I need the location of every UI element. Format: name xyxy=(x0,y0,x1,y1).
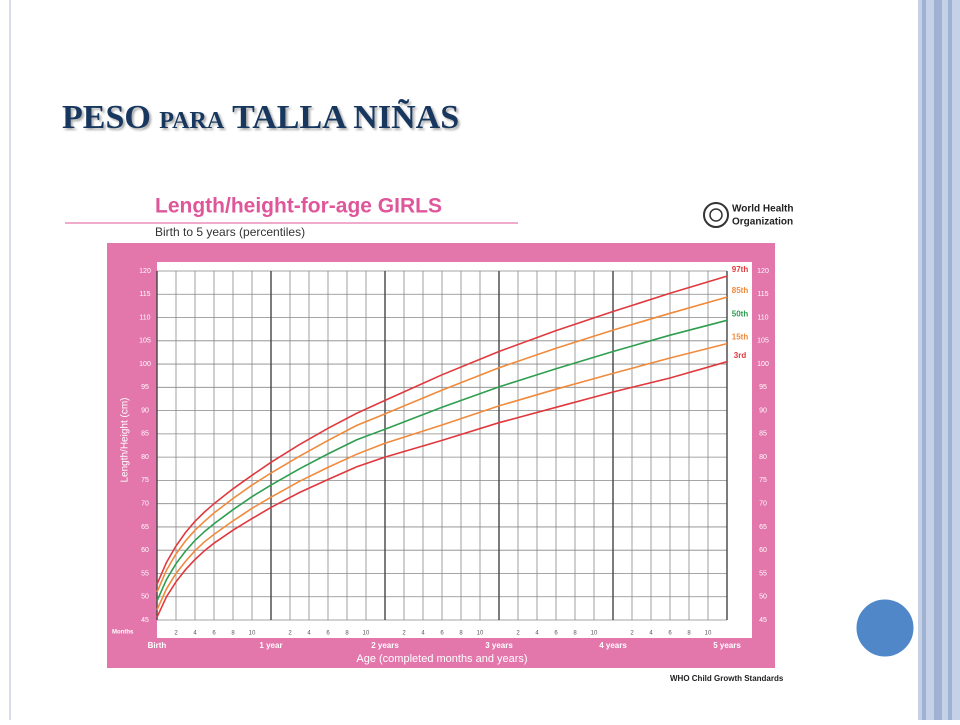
y-tick-label-right: 90 xyxy=(759,407,767,414)
y-tick-label: 80 xyxy=(141,454,149,461)
x-minor-tick-label: 6 xyxy=(554,631,558,637)
percentile-line xyxy=(156,296,728,593)
y-tick-label-right: 50 xyxy=(759,594,767,601)
x-minor-tick-label: 4 xyxy=(307,631,311,637)
chart-title: Length/height-for-age GIRLS xyxy=(155,195,442,218)
x-tick-label: 2 years xyxy=(371,641,399,650)
percentile-line xyxy=(156,319,728,602)
y-tick-label: 85 xyxy=(141,431,149,438)
who-logo xyxy=(709,208,723,222)
y-tick-label-right: 85 xyxy=(759,431,767,438)
y-tick-label: 90 xyxy=(141,407,149,414)
x-minor-tick-label: 6 xyxy=(326,631,330,637)
y-tick-label: 50 xyxy=(141,594,149,601)
x-minor-tick-label: 2 xyxy=(630,631,634,637)
x-minor-tick-label: 10 xyxy=(477,631,484,637)
x-minor-tick-label: 10 xyxy=(591,631,598,637)
y-tick-label-right: 115 xyxy=(757,291,768,298)
slide-dot xyxy=(853,596,917,660)
y-tick-label-right: 60 xyxy=(759,547,767,554)
series-label: 50th xyxy=(732,309,749,318)
y-tick-label: 70 xyxy=(141,501,149,508)
y-tick-label-right: 55 xyxy=(759,570,767,577)
series-label: 85th xyxy=(732,286,749,295)
plot: 45 45 50 50 55 55 60 60 65 65 70 70 75 75 80 80 85 85 90 90… xyxy=(139,265,769,650)
y-tick-label: 105 xyxy=(139,338,151,345)
x-minor-tick-label: 2 xyxy=(288,631,292,637)
y-tick-label-right: 45 xyxy=(759,617,767,624)
series-label: 3rd xyxy=(734,351,747,360)
y-tick-label: 110 xyxy=(139,314,150,321)
percentile-line xyxy=(156,360,728,618)
y-tick-label-right: 80 xyxy=(759,454,767,461)
organization: Organization xyxy=(732,217,793,228)
chart-subtitle: Birth to 5 years (percentiles) xyxy=(155,225,305,239)
y-tick-label-right: 75 xyxy=(759,477,767,484)
x-tick-label: 5 years xyxy=(713,641,741,650)
x-minor-tick-label: 8 xyxy=(345,631,349,637)
y-tick-label-right: 70 xyxy=(759,501,767,508)
x-axis-label: Age (completed months and years) xyxy=(356,653,527,665)
y-tick-label: 65 xyxy=(141,524,149,531)
x-tick-label: 1 year xyxy=(259,641,282,650)
y-tick-label-right: 65 xyxy=(759,524,767,531)
y-tick-label-right: 105 xyxy=(757,338,769,345)
percentile-line xyxy=(156,275,728,585)
x-minor-tick-label: 2 xyxy=(516,631,520,637)
x-minor-tick-label: 6 xyxy=(212,631,216,637)
x-minor-tick-label: 8 xyxy=(687,631,691,637)
y-axis-label: Length/Height (cm) xyxy=(120,397,131,482)
y-tick-label: 115 xyxy=(139,291,150,298)
x-minor-tick-label: 8 xyxy=(459,631,463,637)
x-minor-tick-label: 2 xyxy=(174,631,178,637)
slide-title: PESO para TALLA NIÑAS xyxy=(62,99,459,136)
x-minor-tick-label: 10 xyxy=(249,631,256,637)
x-minor-tick-label: 4 xyxy=(193,631,197,637)
x-minor-tick-label: 2 xyxy=(402,631,406,637)
who-logo xyxy=(703,202,729,228)
x-minor-title: Months xyxy=(112,630,134,636)
y-tick-label-right: 95 xyxy=(759,384,767,391)
y-tick-label-right: 100 xyxy=(757,361,769,368)
y-tick-label: 45 xyxy=(141,617,149,624)
x-tick-label: Birth xyxy=(148,641,167,650)
x-minor-tick-label: 10 xyxy=(705,631,712,637)
y-tick-label: 100 xyxy=(139,361,151,368)
y-tick-label: 60 xyxy=(141,547,149,554)
side-stripe xyxy=(934,0,942,720)
x-minor-tick-label: 4 xyxy=(649,631,653,637)
footer: WHO Child Growth Standards xyxy=(670,674,784,683)
plot-area xyxy=(157,262,752,638)
side-stripe xyxy=(948,0,952,720)
y-tick-label-right: 120 xyxy=(757,268,769,275)
y-tick-label: 55 xyxy=(141,570,149,577)
x-minor-tick-label: 8 xyxy=(573,631,577,637)
x-minor-tick-label: 10 xyxy=(363,631,370,637)
x-minor-tick-label: 4 xyxy=(535,631,539,637)
y-tick-label: 75 xyxy=(141,477,149,484)
y-tick-label-right: 110 xyxy=(757,314,768,321)
organization: World Health xyxy=(732,204,793,215)
series-label: 15th xyxy=(732,333,749,342)
series-label: 97th xyxy=(732,265,749,274)
y-tick-label: 120 xyxy=(139,268,151,275)
x-minor-tick-label: 6 xyxy=(440,631,444,637)
x-minor-tick-label: 6 xyxy=(668,631,672,637)
x-tick-label: 3 years xyxy=(485,641,513,650)
x-minor-tick-label: 4 xyxy=(421,631,425,637)
side-stripe xyxy=(922,0,926,720)
percentile-line xyxy=(156,342,728,611)
y-tick-label: 95 xyxy=(141,384,149,391)
x-minor-tick-label: 8 xyxy=(231,631,235,637)
x-tick-label: 4 years xyxy=(599,641,627,650)
